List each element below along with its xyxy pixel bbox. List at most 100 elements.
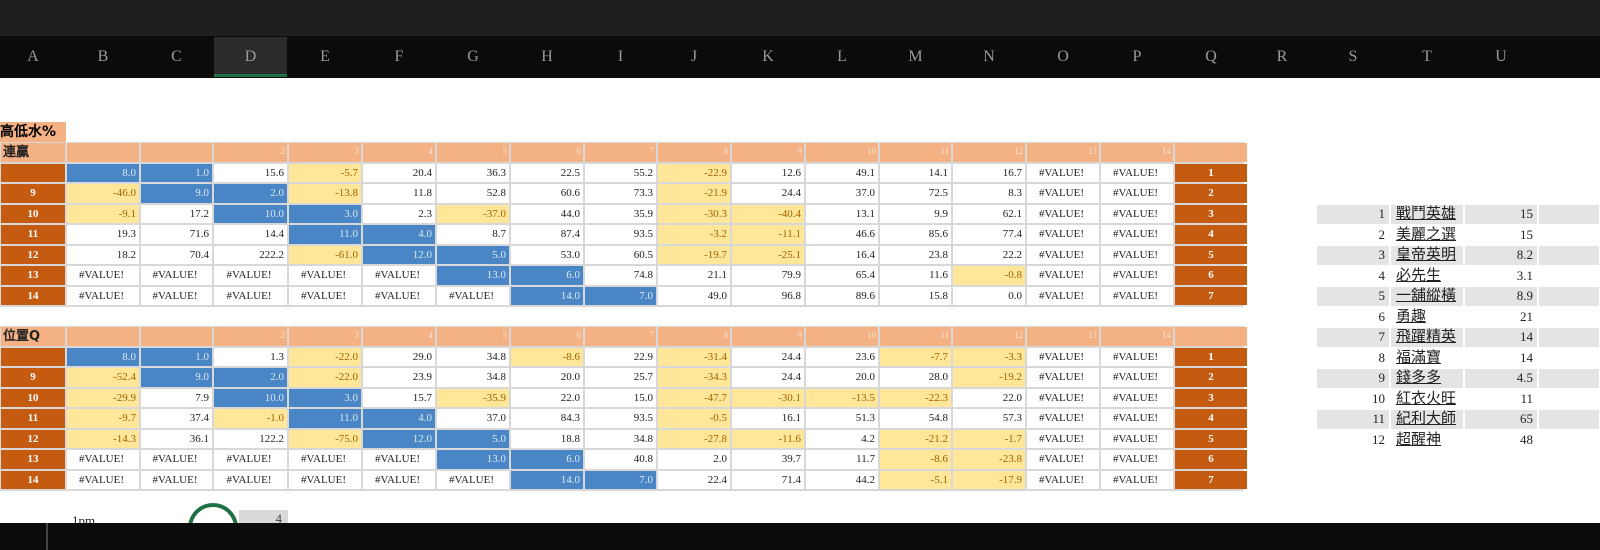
data-cell[interactable]: #VALUE! — [289, 266, 361, 285]
data-cell[interactable]: 34.8 — [437, 368, 509, 387]
data-cell[interactable]: 4.0 — [363, 409, 435, 428]
data-cell[interactable]: -7.7 — [880, 347, 951, 366]
data-cell[interactable]: 4.0 — [363, 225, 435, 244]
data-cell[interactable]: #VALUE! — [1101, 368, 1173, 387]
data-cell[interactable]: #VALUE! — [1101, 347, 1173, 366]
data-cell[interactable]: #VALUE! — [214, 470, 287, 489]
data-cell[interactable]: 20.4 — [363, 163, 435, 182]
data-cell[interactable]: 8.0 — [67, 163, 139, 182]
data-cell[interactable]: -19.2 — [953, 368, 1025, 387]
data-cell[interactable]: #VALUE! — [1027, 409, 1099, 428]
data-cell[interactable]: 7.0 — [585, 470, 656, 489]
column-header[interactable]: I — [585, 37, 656, 77]
data-cell[interactable]: 34.8 — [437, 347, 509, 366]
data-cell[interactable]: 52.8 — [437, 184, 509, 203]
data-cell[interactable]: 3.0 — [289, 204, 361, 223]
data-cell[interactable]: 35.9 — [585, 204, 656, 223]
data-cell[interactable]: 8.7 — [437, 225, 509, 244]
data-cell[interactable]: 8.3 — [953, 184, 1025, 203]
data-cell[interactable]: -47.7 — [658, 388, 730, 407]
rank-name[interactable]: 超醒神 — [1391, 430, 1463, 449]
data-cell[interactable]: 51.3 — [806, 409, 878, 428]
data-cell[interactable]: -0.5 — [658, 409, 730, 428]
data-cell[interactable]: #VALUE! — [289, 470, 361, 489]
data-cell[interactable]: #VALUE! — [1027, 347, 1099, 366]
data-cell[interactable]: #VALUE! — [1101, 409, 1173, 428]
column-header[interactable]: Q — [1175, 37, 1247, 77]
rank-name[interactable]: 戰鬥英雄 — [1391, 205, 1463, 224]
data-cell[interactable]: #VALUE! — [1027, 388, 1099, 407]
data-cell[interactable]: 96.8 — [732, 286, 804, 305]
data-cell[interactable]: 65.4 — [806, 266, 878, 285]
data-cell[interactable]: 2.0 — [214, 368, 287, 387]
data-cell[interactable]: #VALUE! — [1027, 266, 1099, 285]
data-cell[interactable]: 24.4 — [732, 368, 804, 387]
data-cell[interactable]: #VALUE! — [1101, 470, 1173, 489]
data-cell[interactable]: #VALUE! — [1101, 163, 1173, 182]
data-cell[interactable]: #VALUE! — [67, 286, 139, 305]
data-cell[interactable]: 9.0 — [141, 184, 212, 203]
data-cell[interactable]: -9.7 — [67, 409, 139, 428]
data-cell[interactable]: 28.0 — [880, 368, 951, 387]
data-cell[interactable]: #VALUE! — [1027, 163, 1099, 182]
data-cell[interactable]: 19.3 — [67, 225, 139, 244]
data-cell[interactable]: 85.6 — [880, 225, 951, 244]
data-cell[interactable]: 23.8 — [880, 245, 951, 264]
data-cell[interactable]: #VALUE! — [67, 450, 139, 469]
data-cell[interactable]: 23.6 — [806, 347, 878, 366]
data-cell[interactable]: 14.1 — [880, 163, 951, 182]
data-cell[interactable]: -8.6 — [880, 450, 951, 469]
data-cell[interactable]: -3.2 — [658, 225, 730, 244]
data-cell[interactable]: 122.2 — [214, 429, 287, 448]
column-header[interactable]: A — [1, 37, 65, 77]
data-cell[interactable]: 6.0 — [511, 266, 583, 285]
data-cell[interactable]: -30.1 — [732, 388, 804, 407]
data-cell[interactable]: 1.3 — [214, 347, 287, 366]
data-cell[interactable]: 87.4 — [511, 225, 583, 244]
data-cell[interactable]: 22.0 — [953, 388, 1025, 407]
data-cell[interactable]: -52.4 — [67, 368, 139, 387]
column-header[interactable]: K — [732, 37, 804, 77]
data-cell[interactable]: #VALUE! — [1027, 245, 1099, 264]
data-cell[interactable]: #VALUE! — [1101, 388, 1173, 407]
column-header[interactable]: F — [363, 37, 435, 77]
data-cell[interactable]: 22.0 — [511, 388, 583, 407]
data-cell[interactable]: 6.0 — [511, 450, 583, 469]
data-cell[interactable]: -3.3 — [953, 347, 1025, 366]
data-cell[interactable]: 8.0 — [67, 347, 139, 366]
data-cell[interactable]: 20.0 — [806, 368, 878, 387]
data-cell[interactable]: 18.2 — [67, 245, 139, 264]
data-cell[interactable]: -11.1 — [732, 225, 804, 244]
data-cell[interactable]: 15.6 — [214, 163, 287, 182]
data-cell[interactable]: 70.4 — [141, 245, 212, 264]
column-header[interactable]: O — [1027, 37, 1099, 77]
data-cell[interactable]: 39.7 — [732, 450, 804, 469]
data-cell[interactable]: #VALUE! — [1027, 286, 1099, 305]
data-cell[interactable]: 15.0 — [585, 388, 656, 407]
data-cell[interactable]: 12.6 — [732, 163, 804, 182]
data-cell[interactable]: 57.3 — [953, 409, 1025, 428]
column-header[interactable]: L — [806, 37, 878, 77]
data-cell[interactable]: #VALUE! — [1027, 470, 1099, 489]
data-cell[interactable]: 24.4 — [732, 184, 804, 203]
data-cell[interactable]: 7.9 — [141, 388, 212, 407]
data-cell[interactable]: #VALUE! — [363, 266, 435, 285]
data-cell[interactable]: -22.3 — [880, 388, 951, 407]
data-cell[interactable]: #VALUE! — [1101, 204, 1173, 223]
data-cell[interactable]: #VALUE! — [214, 450, 287, 469]
data-cell[interactable]: 25.7 — [585, 368, 656, 387]
data-cell[interactable]: 37.4 — [141, 409, 212, 428]
column-header[interactable]: G — [437, 37, 509, 77]
data-cell[interactable]: 46.6 — [806, 225, 878, 244]
data-cell[interactable]: 93.5 — [585, 225, 656, 244]
data-cell[interactable]: -9.1 — [67, 204, 139, 223]
data-cell[interactable]: #VALUE! — [141, 450, 212, 469]
data-cell[interactable]: 5.0 — [437, 245, 509, 264]
data-cell[interactable]: #VALUE! — [363, 286, 435, 305]
data-cell[interactable]: #VALUE! — [1027, 225, 1099, 244]
rank-name[interactable]: 紅衣火旺 — [1391, 389, 1463, 408]
data-cell[interactable]: #VALUE! — [437, 470, 509, 489]
data-cell[interactable]: 11.6 — [880, 266, 951, 285]
data-cell[interactable]: 11.0 — [289, 225, 361, 244]
data-cell[interactable]: 84.3 — [511, 409, 583, 428]
